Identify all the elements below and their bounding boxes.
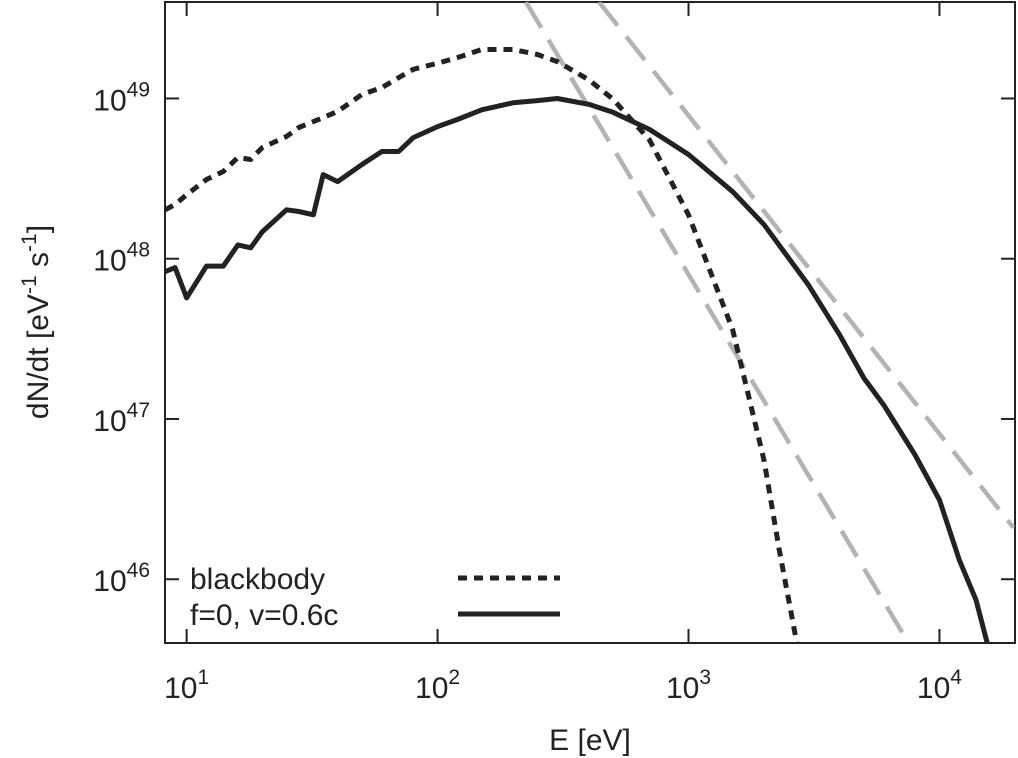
series-line	[165, 96, 990, 643]
tick-base: 10	[93, 565, 126, 598]
series-line	[165, 47, 800, 643]
tick-exponent: 4	[950, 666, 962, 689]
y-tick-label: 1047	[93, 399, 150, 438]
plot-frame	[164, 1, 1016, 644]
tick-base: 10	[93, 405, 126, 438]
label-part: dN/dt [eV	[22, 294, 55, 419]
x-tick-label: 101	[164, 666, 209, 705]
tick-exponent: 3	[699, 666, 711, 689]
tick-exponent: 48	[127, 239, 150, 262]
plot-lines	[165, 2, 1015, 643]
y-tick-label: 1049	[93, 78, 150, 117]
label-exponent: -1	[18, 275, 41, 294]
label-exponent: -1	[18, 233, 41, 252]
tick-exponent: 47	[127, 399, 150, 422]
tick-base: 10	[666, 672, 699, 705]
reference-line	[597, 2, 1015, 529]
tick-exponent: 1	[197, 666, 209, 689]
y-tick-label: 1046	[93, 559, 150, 598]
x-tick-label: 104	[917, 666, 962, 705]
y-tick-label: 1048	[93, 239, 150, 278]
label-part: s	[22, 252, 55, 275]
label-part: ]	[22, 225, 55, 233]
tick-base: 10	[917, 672, 950, 705]
tick-exponent: 46	[127, 559, 150, 582]
reference-line	[523, 2, 911, 643]
y-axis-label: dN/dt [eV-1 s-1]	[18, 225, 55, 419]
tick-base: 10	[93, 84, 126, 117]
x-tick-label: 102	[415, 666, 460, 705]
x-tick-label: 103	[666, 666, 711, 705]
tick-exponent: 2	[448, 666, 460, 689]
tick-base: 10	[164, 672, 197, 705]
tick-base: 10	[93, 245, 126, 278]
legend-label: f=0, v=0.6c	[190, 599, 338, 632]
tick-base: 10	[415, 672, 448, 705]
legend-label: blackbody	[190, 563, 325, 596]
x-axis-label: E [eV]	[549, 724, 631, 757]
tick-exponent: 49	[127, 78, 150, 101]
